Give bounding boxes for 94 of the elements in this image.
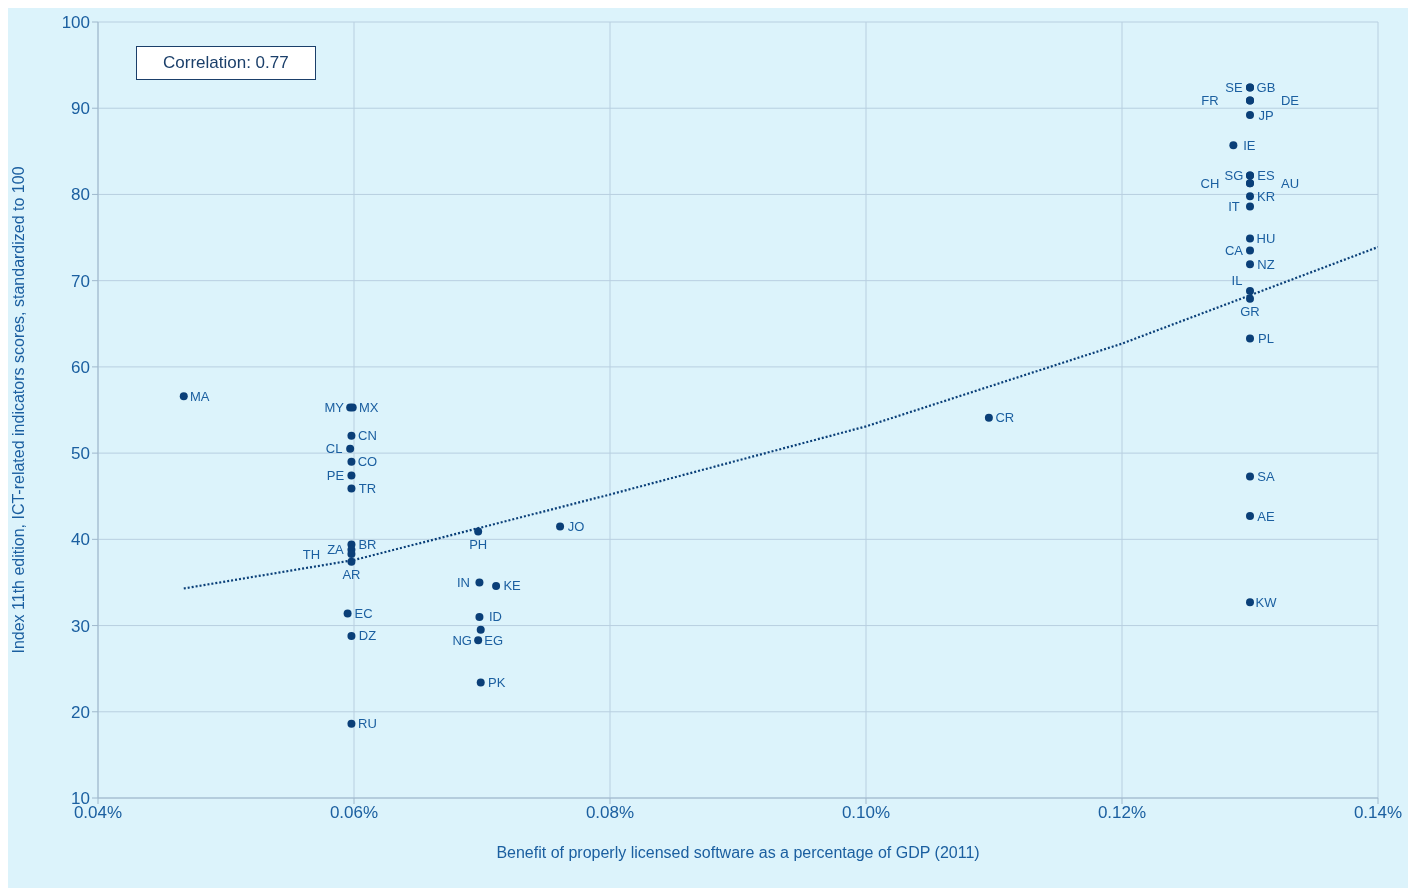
y-tick-label: 60: [71, 357, 90, 377]
point: [1246, 202, 1254, 211]
annotation: PK: [488, 675, 506, 691]
annotation: DE: [1280, 93, 1300, 109]
annotation: IT: [1228, 199, 1240, 215]
annotation: BR: [358, 537, 377, 553]
point: [984, 413, 993, 422]
annotation: SA: [1257, 468, 1275, 484]
annotation: SG: [1224, 168, 1244, 184]
point: [347, 719, 356, 728]
annotation: IN: [456, 574, 470, 590]
x-tick-label: 0.12%: [1097, 803, 1147, 823]
annotation: MY: [324, 399, 345, 415]
annotation: DZ: [358, 628, 377, 644]
annotation: CN: [358, 428, 377, 444]
annotation: GR: [1240, 304, 1260, 320]
annotation: GB: [1256, 80, 1276, 96]
annotation: CO: [357, 454, 378, 470]
annotation: CR: [995, 410, 1015, 426]
x-axis-title: Benefit of properly licensed software as a percentage of GDP (2011): [496, 844, 980, 861]
y-tick-label: 20: [71, 702, 90, 722]
y-tick-label: 40: [71, 530, 90, 550]
annotation: NG: [452, 632, 472, 648]
annotation: KR: [1256, 188, 1276, 204]
annotation: PL: [1258, 330, 1274, 346]
annotation: ES: [1257, 168, 1275, 184]
annotation: JO: [567, 518, 585, 534]
annotation: ZA: [327, 542, 345, 558]
annotation: PE: [326, 468, 345, 484]
annotation: NZ: [1257, 256, 1275, 272]
point: [1229, 141, 1238, 150]
y-tick-label: 100: [61, 13, 90, 33]
x-tick-label: 0.06%: [329, 803, 379, 823]
point: [492, 581, 501, 590]
annotation: EC: [354, 606, 373, 622]
point: [475, 612, 484, 621]
point: [474, 636, 483, 645]
x-tick-label: 0.08%: [585, 803, 635, 823]
annotation: JP: [1258, 107, 1274, 123]
point: [1246, 472, 1254, 481]
point: [1246, 512, 1254, 521]
annotation: CA: [1224, 243, 1244, 259]
annotation: Correlation: 0.77: [136, 46, 316, 80]
point: [1246, 334, 1254, 343]
annotation: MA: [190, 388, 210, 404]
y-tick-label: 80: [71, 185, 90, 205]
annotation: SE: [1225, 80, 1243, 96]
annotation: MX: [358, 399, 379, 415]
annotation: EG: [484, 633, 504, 649]
y-tick-label: 50: [71, 444, 90, 464]
point: [179, 392, 188, 401]
point: [476, 678, 485, 687]
point: [475, 578, 484, 587]
point: [474, 527, 483, 536]
x-tick-label: 0.14%: [1353, 803, 1403, 823]
y-tick-label: 70: [71, 271, 90, 291]
annotation: RU: [358, 716, 377, 732]
point: [1246, 111, 1254, 120]
annotation: KW: [1255, 594, 1278, 610]
y-tick-label: 90: [71, 99, 90, 119]
annotation: TH: [302, 546, 321, 562]
point: [1246, 287, 1254, 296]
point: [347, 631, 356, 640]
y-tick-label: 30: [71, 616, 90, 636]
annotation: AE: [1257, 508, 1275, 524]
annotation: AR: [342, 567, 361, 583]
point: [347, 471, 356, 480]
point: [1246, 294, 1254, 303]
x-tick-label: 0.10%: [841, 803, 891, 823]
line-series: [182, 245, 1378, 590]
point: [1246, 192, 1254, 201]
annotation: IE: [1243, 137, 1256, 153]
point: [1246, 246, 1254, 255]
annotation: HU: [1256, 230, 1276, 246]
point: [347, 484, 356, 493]
point: [476, 625, 485, 634]
annotation: ID: [488, 609, 502, 625]
point: [343, 609, 352, 618]
annotation: TR: [358, 481, 377, 497]
point: [347, 457, 356, 466]
annotation: CL: [325, 441, 343, 457]
point: [346, 444, 355, 453]
annotation: PH: [469, 537, 488, 553]
point: [1246, 260, 1254, 269]
point: [556, 522, 565, 531]
point: [1246, 598, 1254, 607]
annotation: KE: [503, 578, 522, 594]
annotation: AU: [1280, 175, 1300, 191]
point: [1246, 234, 1254, 243]
annotation: IL: [1231, 272, 1243, 288]
point: [347, 431, 356, 440]
annotation: CH: [1200, 175, 1220, 191]
y-axis-title: Index 11th edition, ICT-related indicators scores, standardized to 100: [9, 166, 27, 654]
annotation: FR: [1201, 93, 1219, 109]
